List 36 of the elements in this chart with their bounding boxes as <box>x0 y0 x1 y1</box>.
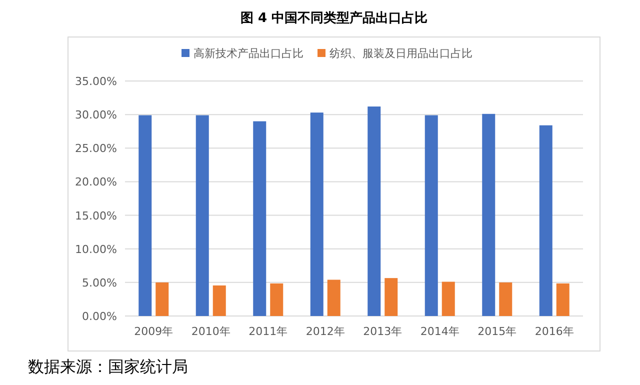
y-tick-label: 25.00% <box>75 142 117 156</box>
x-tick-label: 2016年 <box>534 325 574 338</box>
x-tick-label: 2010年 <box>191 325 230 338</box>
y-tick-label: 0.00% <box>82 310 117 323</box>
chart-title: 图 4 中国不同类型产品出口占比 <box>240 10 428 26</box>
x-tick-label: 2011年 <box>248 325 288 338</box>
bar <box>253 121 266 316</box>
bar <box>270 283 284 316</box>
y-tick-label: 5.00% <box>82 276 117 290</box>
bar <box>156 282 169 316</box>
bar <box>482 114 496 316</box>
bar <box>212 285 226 316</box>
bar <box>384 278 398 316</box>
bar <box>424 115 438 316</box>
bar <box>442 282 455 316</box>
legend-label: 纺织、服装及日用品出口占比 <box>330 47 472 60</box>
bar <box>499 282 512 316</box>
bar <box>310 112 324 316</box>
bar <box>368 106 381 316</box>
bar <box>327 280 340 316</box>
bar <box>196 115 209 316</box>
bar <box>539 125 552 316</box>
y-tick-label: 35.00% <box>75 75 117 88</box>
source-note: 数据来源：国家统计局 <box>28 357 188 376</box>
y-tick-label: 10.00% <box>75 242 117 256</box>
y-tick-label: 20.00% <box>75 176 117 189</box>
bar <box>556 283 570 316</box>
x-tick-label: 2012年 <box>306 325 345 338</box>
x-tick-label: 2009年 <box>134 325 174 338</box>
bar <box>138 115 152 316</box>
legend-label: 高新技术产品出口占比 <box>194 47 304 60</box>
y-tick-label: 30.00% <box>75 108 117 122</box>
x-tick-label: 2014年 <box>420 325 460 338</box>
y-tick-label: 15.00% <box>75 209 117 222</box>
x-tick-label: 2013年 <box>363 325 402 338</box>
x-tick-label: 2015年 <box>478 325 517 338</box>
